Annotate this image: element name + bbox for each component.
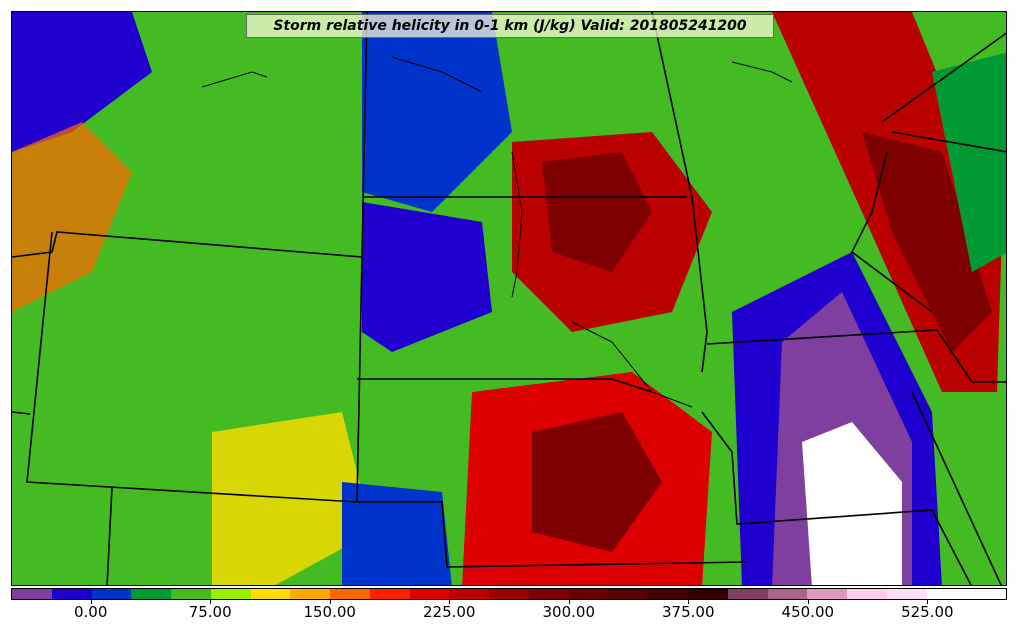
field-region-east-white: [802, 422, 902, 585]
colorbar-bin: [528, 589, 569, 599]
boundary-line: [911, 391, 1002, 585]
colorbar-ticks: [11, 600, 1007, 604]
colorbar-bin: [727, 589, 768, 599]
colorbar-bin: [807, 589, 848, 599]
boundary-line: [701, 411, 972, 585]
field-region-northeast-darkred: [862, 132, 992, 352]
state-boundaries: [12, 12, 1006, 585]
colorbar-bin: [91, 589, 132, 599]
colorbar-bin: [847, 589, 887, 599]
field-region-southcentral-blue: [342, 482, 452, 585]
colorbar-bin: [369, 589, 410, 599]
field-region-central-blue: [362, 12, 512, 212]
boundary-line: [361, 12, 368, 258]
colorbar-tick: [329, 600, 331, 604]
boundary-line: [651, 12, 708, 373]
colorbar-tick: [688, 600, 690, 604]
colorbar-bin: [250, 589, 291, 599]
colorbar: [11, 588, 1007, 600]
colorbar-tick-label: 225.00: [422, 603, 476, 621]
colorbar-tick-label: 525.00: [901, 603, 954, 621]
colorbar-bin: [966, 589, 1007, 599]
field-region-plains-darkred: [542, 152, 652, 272]
boundary-line: [891, 131, 1006, 153]
colorbar-bin: [449, 589, 490, 599]
colorbar-bin: [608, 589, 649, 599]
colorbar-tick: [90, 600, 92, 604]
colorbar-bin: [767, 589, 808, 599]
boundary-line: [26, 231, 358, 503]
colorbar-tick-label: 300.00: [542, 603, 596, 621]
colorbar-tick-label: 375.00: [662, 603, 715, 621]
colorbar-bin: [12, 589, 52, 599]
field-region-west-mixed: [12, 122, 132, 312]
colorbar-bin: [568, 589, 609, 599]
boundary-line: [881, 32, 1006, 123]
colorbar-tick: [927, 600, 929, 604]
colorbar-tick-label: 75.00: [188, 603, 232, 621]
boundary-line: [106, 486, 113, 585]
boundary-line: [12, 411, 31, 415]
colorbar-tick-label: 0.00: [73, 603, 108, 621]
boundary-line: [357, 501, 748, 568]
boundary-line: [12, 231, 363, 258]
colorbar-bin: [886, 589, 927, 599]
colorbar-tick: [449, 600, 451, 604]
colorbar-bin: [210, 589, 251, 599]
colorbar-bin: [648, 589, 689, 599]
field-region-west-blue: [12, 12, 152, 152]
colorbar-bin: [926, 589, 967, 599]
colorbar-tick: [210, 600, 212, 604]
colorbar-bin: [688, 589, 728, 599]
colorbar-tick: [807, 600, 809, 604]
field-region-central-blue-2: [362, 202, 492, 352]
colorbar-tick-label: 450.00: [781, 603, 835, 621]
river-line: [571, 321, 693, 408]
river-line: [511, 151, 523, 298]
river-line: [391, 56, 483, 93]
river-line: [731, 61, 793, 83]
colorbar-bin: [290, 589, 331, 599]
boundary-line: [706, 329, 1006, 383]
river-line: [201, 71, 268, 88]
river-lines: [201, 56, 793, 408]
colorbar-bin: [330, 589, 370, 599]
boundary-line: [357, 378, 653, 393]
field-region-south-darkred: [532, 412, 662, 552]
colorbar-bin: [51, 589, 92, 599]
boundary-line: [850, 151, 933, 313]
map-panel: [11, 11, 1007, 586]
colorbar-tick: [568, 600, 570, 604]
field-region-far-east-green: [932, 52, 1006, 272]
helicity-map: [12, 12, 1006, 585]
colorbar-bin: [409, 589, 450, 599]
map-title: Storm relative helicity in 0-1 km (J/kg)…: [246, 14, 774, 38]
colorbar-bin: [131, 589, 172, 599]
colorbar-bin: [489, 589, 529, 599]
colorbar-bin: [171, 589, 211, 599]
colorbar-tick-label: 150.00: [303, 603, 356, 621]
